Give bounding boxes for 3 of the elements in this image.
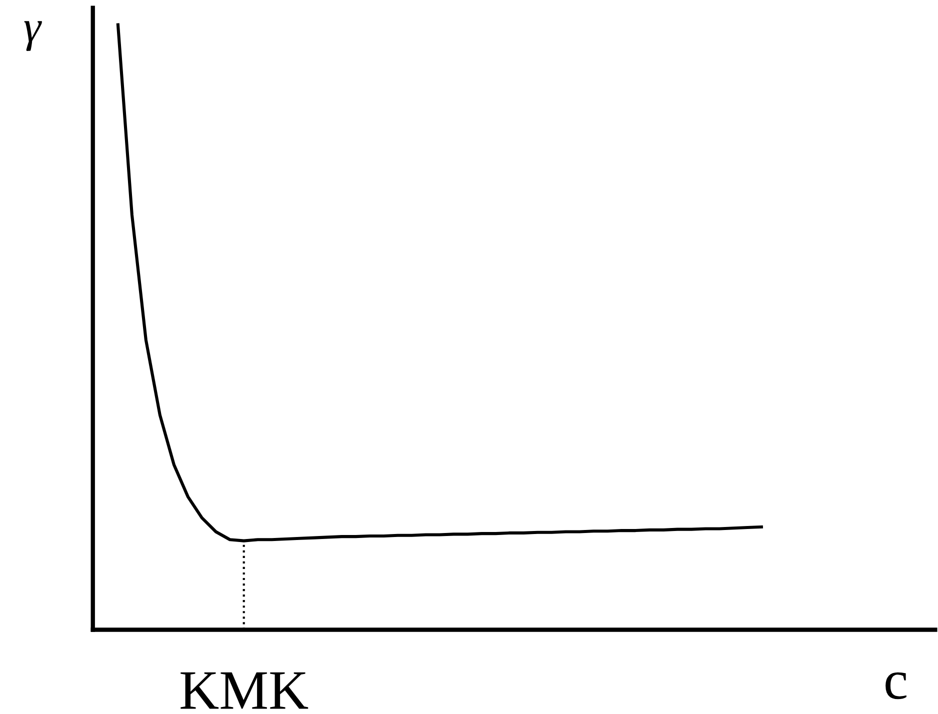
text: KMK	[180, 672, 308, 709]
x-axis-title: c	[886, 672, 906, 700]
y-axis-title: γ	[24, 21, 42, 52]
